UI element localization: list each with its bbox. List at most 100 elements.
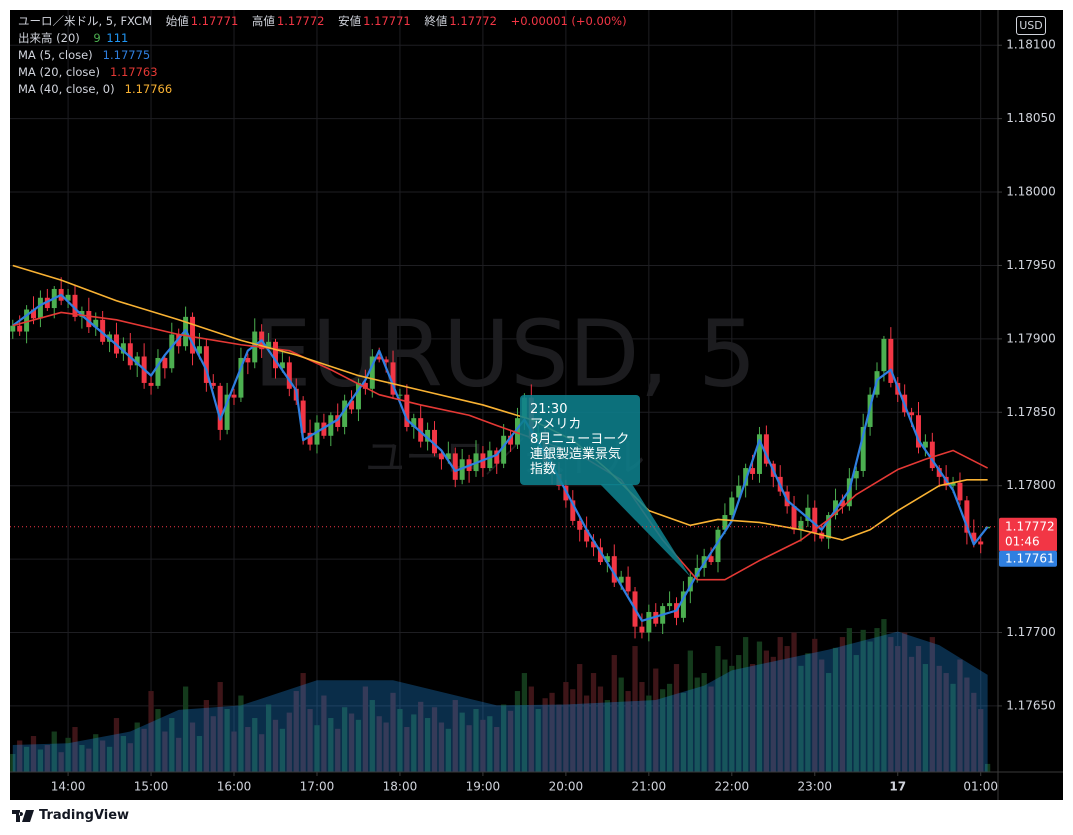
volume-bar [625,691,631,772]
volume-bar [473,709,479,772]
candle-body [459,459,465,480]
volume-bar [577,664,583,772]
x-tick-label: 14:00 [51,780,86,794]
volume-bar [749,664,756,772]
volume-bar [459,712,465,772]
volume-bar [72,727,78,772]
volume-bar [922,664,929,772]
x-tick-label: 18:00 [383,780,418,794]
volume-bar [825,673,832,772]
ma-line [12,293,989,622]
candle-body [929,441,935,469]
volume-bar [265,704,272,772]
volume-bar [51,731,57,772]
volume-bar [694,677,700,772]
volume-bar [293,691,299,772]
candle-body [362,382,368,389]
candle-body [203,346,209,383]
y-tick-label: 1.17650 [1006,698,1056,712]
volume-bar [404,727,410,772]
legend-row: ユーロ／米ドル, 5, FXCM 始値 1.17771 高値 1.17772 安値 1… [18,13,627,30]
candle-body [936,468,942,477]
candle-body [390,362,396,395]
ohlc-label: 始値 [165,14,189,28]
candle-body [756,434,762,474]
candle-body [196,346,202,354]
candle-body [957,482,963,501]
candle-body [494,450,500,464]
ma-legend-row: MA (20, close) 1.17763 [18,64,627,81]
volume-bar [17,740,23,772]
candle-body [134,356,140,366]
x-tick-label: 22:00 [715,780,750,794]
volume-bar [397,709,403,772]
candle-body [964,500,970,533]
y-tick-label: 1.17850 [1006,405,1056,419]
candle-body [418,418,424,442]
candle-body [307,432,313,445]
volume-bar [542,698,548,772]
volume-bar [943,673,949,772]
ma-legend-row: MA (40, close, 0) 1.17766 [18,81,627,98]
ma-name: MA (40, close, 0) [18,82,115,96]
candle-body [653,611,659,624]
volume-bar [182,686,189,772]
candle-body [591,541,597,548]
volume-bar [985,763,991,772]
volume-bar [217,682,223,772]
x-tick-label: 21:00 [632,780,667,794]
candle-body [148,382,154,386]
candle-body [314,422,320,445]
volume-bar [763,650,770,772]
candle-body [763,434,769,464]
event-tooltip[interactable]: 21:30 アメリカ 8月ニューヨーク連銀製造業景気指数 [520,395,640,485]
brand-name: TradingView [39,808,130,823]
volume-bar [660,689,666,772]
volume-bar [639,682,645,772]
y-tick-label: 1.18050 [1006,111,1056,125]
x-tick-label: 19:00 [466,780,501,794]
candle-body [100,319,106,342]
change: +0.00001 (+0.00%) [510,14,627,28]
volume-bar [411,714,417,772]
volume-bar [853,655,859,772]
volume-bar [563,682,569,772]
ma-value: 1.17775 [102,48,151,62]
y-tick-label: 1.17800 [1006,478,1056,492]
volume-bar [272,719,279,772]
candle-body [950,482,956,486]
y-tick-label: 1.17700 [1006,625,1056,639]
candle-body [577,520,583,530]
currency-button[interactable]: USD [1016,16,1046,35]
volume-bar [784,646,790,772]
candle-body [715,529,721,563]
volume-bar [957,659,963,772]
volume-bar [390,692,396,772]
candle-body [833,500,839,516]
candle-body [438,453,444,460]
volume-bar [501,704,507,772]
volume-ma-value: 111 [106,31,129,45]
volume-value: 9 [93,31,101,45]
last-price-box [999,517,1057,552]
volume-bar [556,704,562,772]
candle-body [853,471,859,479]
candle-body [162,357,168,369]
volume-bar [445,728,451,772]
volume-bar [431,707,438,772]
candle-body [978,541,984,545]
candle-body [909,412,915,416]
volume-bar [832,647,839,772]
candle-body [618,576,624,583]
candle-body [729,497,735,516]
ohlc-label: 終値 [424,14,448,28]
volume-bar [777,637,783,772]
candle-body [743,468,749,486]
volume-bar [169,718,175,772]
candle-body [604,556,610,563]
watermark: EURUSD, 5 [254,300,757,407]
volume-bar [321,695,327,772]
candle-body [584,529,590,542]
candle-body [10,325,16,332]
volume-bar [715,646,721,772]
